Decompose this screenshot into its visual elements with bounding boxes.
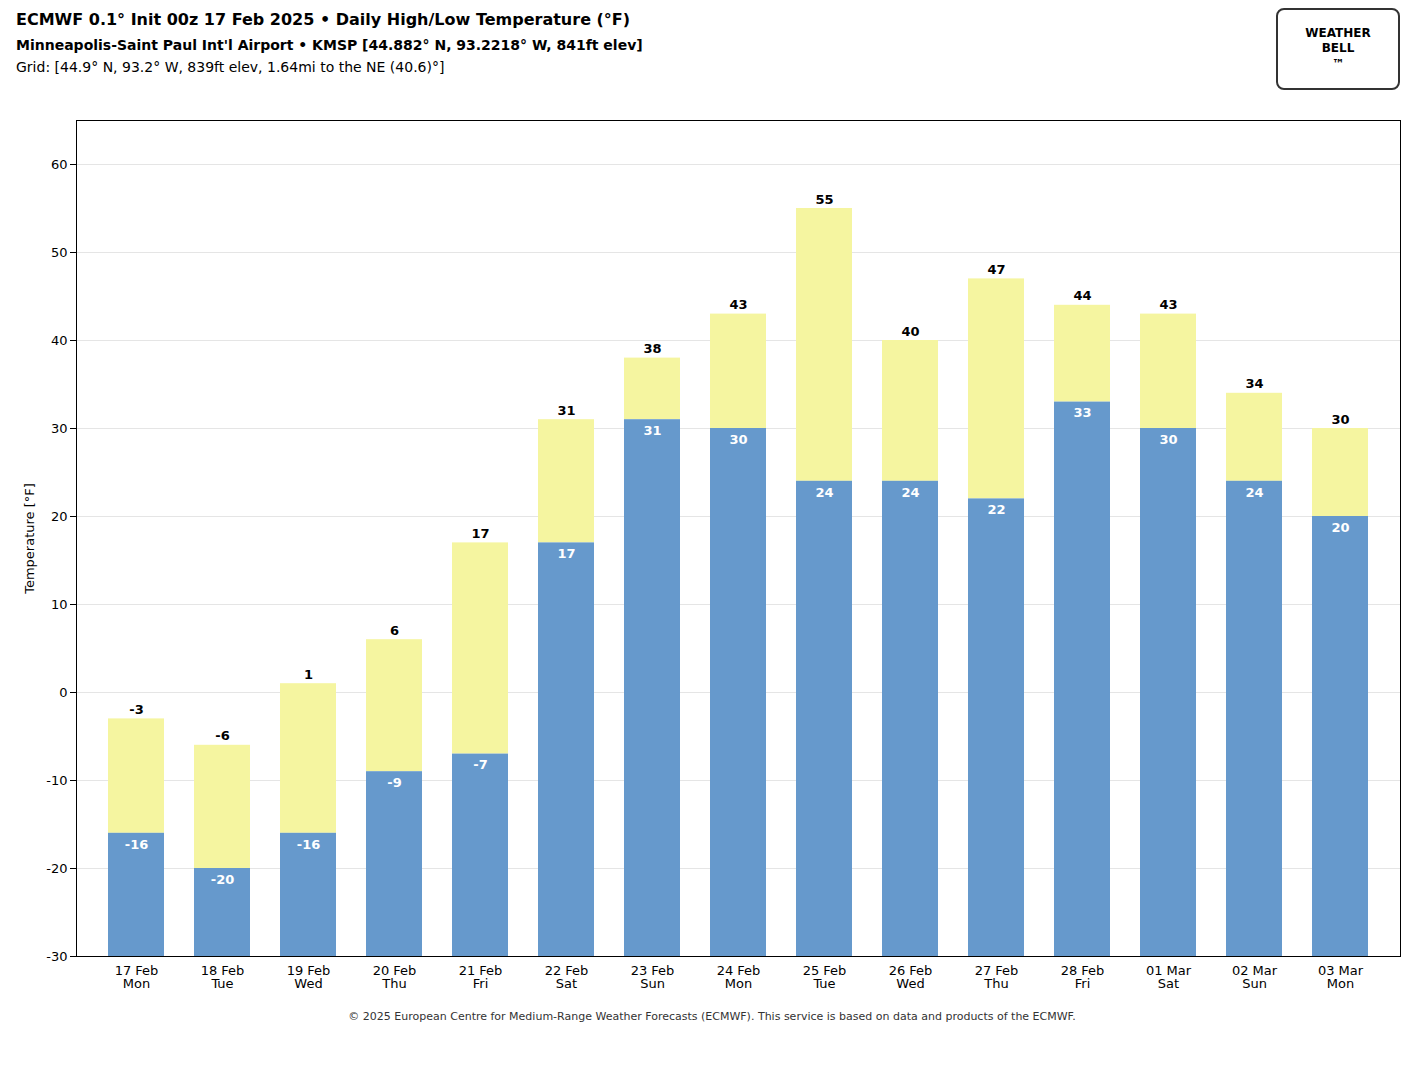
svg-text:44: 44 [1073,288,1091,303]
svg-text:17: 17 [557,546,575,561]
svg-text:24: 24 [901,485,919,500]
svg-text:55: 55 [815,192,833,207]
svg-text:31: 31 [643,423,661,438]
svg-text:-20: -20 [211,872,235,887]
svg-text:18 FebTue: 18 FebTue [201,963,245,991]
svg-text:22: 22 [987,502,1005,517]
html-text:WEATHER: WEATHER [1305,25,1371,40]
svg-text:01 MarSat: 01 MarSat [1146,963,1192,991]
svg-text:23 FebSun: 23 FebSun [631,963,675,991]
svg-text:-6: -6 [215,728,229,743]
svg-text:30: 30 [1331,412,1349,427]
svg-text:-10: -10 [46,773,67,788]
svg-text:43: 43 [729,297,747,312]
svg-text:43: 43 [1159,297,1177,312]
svg-text:34: 34 [1245,376,1263,391]
svg-text:24: 24 [1245,485,1263,500]
svg-text:50: 50 [51,245,68,260]
svg-text:02 MarSun: 02 MarSun [1232,963,1278,991]
svg-text:40: 40 [51,333,68,348]
svg-text:-30: -30 [46,949,67,964]
svg-text:47: 47 [987,262,1005,277]
svg-text:10: 10 [51,597,68,612]
svg-text:40: 40 [901,324,919,339]
svg-text:Temperature [°F]: Temperature [°F] [22,483,37,595]
html-text:© 2025 European Centre for Med: © 2025 European Centre for Medium-Range … [348,1010,1076,1023]
svg-text:30: 30 [51,421,68,436]
svg-text:38: 38 [643,341,661,356]
svg-text:-16: -16 [297,837,321,852]
svg-text:60: 60 [51,157,68,172]
svg-text:17 FebMon: 17 FebMon [115,963,159,991]
svg-text:-16: -16 [125,837,149,852]
svg-text:33: 33 [1073,405,1091,420]
svg-text:20: 20 [1331,520,1349,535]
svg-text:-9: -9 [387,775,401,790]
svg-text:24 FebMon: 24 FebMon [717,963,761,991]
svg-text:-20: -20 [46,861,67,876]
svg-text:19 FebWed: 19 FebWed [287,963,331,991]
svg-text:0: 0 [59,685,67,700]
svg-text:30: 30 [1159,432,1177,447]
svg-text:21 FebFri: 21 FebFri [459,963,503,991]
svg-text:25 FebTue: 25 FebTue [803,963,847,991]
html-text:BELL: BELL [1321,41,1355,56]
svg-text:22 FebSat: 22 FebSat [545,963,589,991]
svg-text:-3: -3 [129,702,143,717]
svg-text:20 FebThu: 20 FebThu [373,963,417,991]
svg-text:24: 24 [815,485,833,500]
svg-text:30: 30 [729,432,747,447]
html-text:ECMWF 0.1° Init 00z 17 Feb 202: ECMWF 0.1° Init 00z 17 Feb 2025 • Daily … [16,10,631,29]
svg-text:28 FebFri: 28 FebFri [1061,963,1105,991]
svg-text:20: 20 [51,509,68,524]
svg-text:6: 6 [390,623,399,638]
svg-text:03 MarMon: 03 MarMon [1318,963,1364,991]
svg-text:17: 17 [471,526,489,541]
html-text:Minneapolis-Saint Paul Int'l A: Minneapolis-Saint Paul Int'l Airport • K… [16,37,643,53]
svg-text:26 FebWed: 26 FebWed [889,963,933,991]
html-text:Grid: [44.9° N, 93.2° W, 839ft: Grid: [44.9° N, 93.2° W, 839ft elev, 1.6… [16,59,445,75]
svg-text:27 FebThu: 27 FebThu [975,963,1019,991]
svg-text:-7: -7 [473,757,487,772]
svg-text:1: 1 [304,667,313,682]
svg-text:31: 31 [557,403,575,418]
